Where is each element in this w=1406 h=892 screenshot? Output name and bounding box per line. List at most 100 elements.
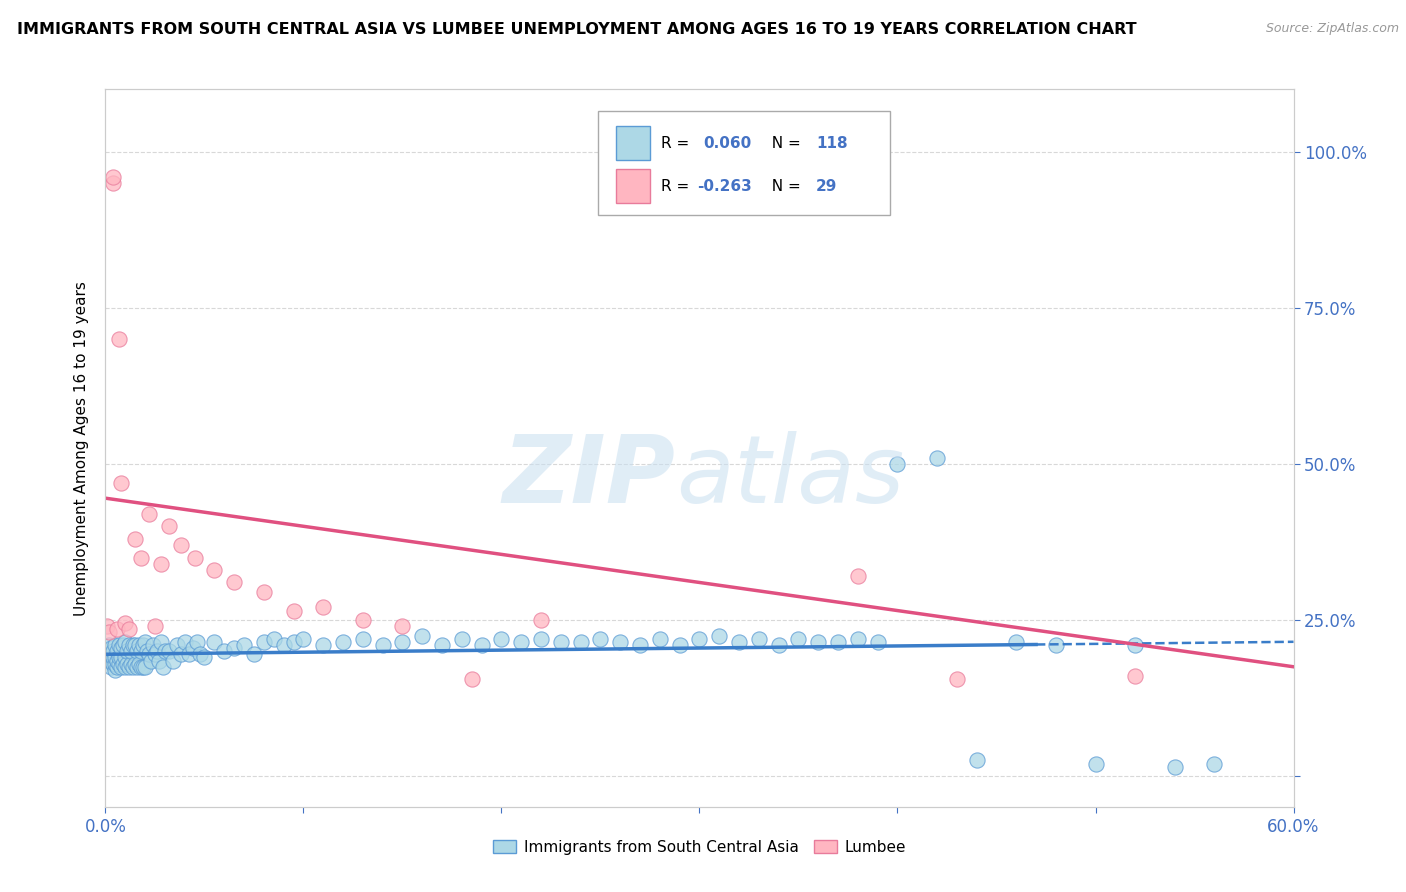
Point (391, 619, 413, 633)
Point (193, 650, 215, 665)
Point (846, 632, 869, 646)
Point (100, 660, 122, 674)
Point (1123, 669, 1146, 683)
Point (104, 650, 127, 665)
Point (273, 638, 295, 652)
Point (569, 635, 592, 649)
Point (352, 632, 374, 646)
Point (114, 635, 136, 649)
Point (138, 648, 160, 662)
Point (96, 644, 118, 658)
Point (118, 638, 141, 652)
Point (110, 640, 132, 655)
Point (224, 575, 246, 590)
Point (312, 600, 335, 615)
Point (748, 632, 770, 646)
Point (108, 650, 131, 665)
Point (1045, 638, 1067, 652)
Point (120, 657, 142, 671)
Point (100, 640, 122, 655)
Text: N =: N = (762, 136, 806, 151)
Text: R =: R = (661, 136, 695, 151)
Point (103, 650, 125, 665)
Point (181, 640, 204, 655)
Point (530, 632, 553, 646)
Point (253, 585, 276, 599)
Point (263, 632, 285, 646)
Point (129, 660, 152, 674)
Point (129, 550, 152, 565)
Point (461, 673, 484, 687)
Point (430, 638, 453, 652)
Point (177, 648, 200, 662)
Point (471, 638, 494, 652)
Point (1084, 756, 1107, 771)
Point (530, 613, 553, 627)
Point (103, 657, 125, 671)
Point (108, 332, 131, 346)
Point (148, 653, 170, 667)
Point (162, 653, 184, 667)
Point (866, 635, 889, 649)
Point (589, 632, 612, 646)
Point (139, 653, 162, 667)
Point (391, 635, 413, 649)
Point (787, 632, 810, 646)
Bar (616, 169, 650, 203)
Point (214, 644, 236, 658)
Point (491, 632, 513, 646)
Point (100, 648, 122, 662)
Point (149, 557, 172, 571)
Point (96, 619, 118, 633)
Point (173, 635, 195, 649)
Point (202, 563, 225, 577)
Point (105, 653, 128, 667)
Text: 118: 118 (815, 136, 848, 151)
Point (510, 635, 533, 649)
Point (243, 648, 266, 662)
Point (114, 660, 136, 674)
Point (143, 648, 166, 662)
Point (105, 623, 128, 637)
Point (96, 650, 118, 665)
Point (157, 519, 180, 533)
Point (122, 638, 145, 652)
Bar (616, 126, 650, 161)
Point (98, 653, 121, 667)
Point (728, 635, 751, 649)
Point (186, 635, 208, 649)
Text: 29: 29 (815, 178, 838, 194)
Point (609, 635, 631, 649)
Text: N =: N = (762, 178, 806, 194)
Point (122, 660, 145, 674)
Point (134, 660, 156, 674)
Text: 0.060: 0.060 (703, 136, 751, 151)
Point (283, 635, 305, 649)
Point (371, 638, 394, 652)
Point (104, 638, 127, 652)
Point (352, 613, 374, 627)
Point (124, 638, 146, 652)
Point (134, 635, 156, 649)
Point (166, 638, 188, 652)
Point (104, 657, 127, 671)
Point (170, 648, 193, 662)
Point (768, 638, 790, 652)
Point (149, 635, 172, 649)
Point (98, 638, 121, 652)
Point (105, 660, 128, 674)
Point (110, 650, 132, 665)
Point (312, 638, 335, 652)
Point (827, 635, 849, 649)
Point (127, 644, 149, 658)
Point (886, 457, 908, 471)
Point (136, 644, 159, 658)
Point (170, 538, 193, 552)
Point (846, 569, 869, 583)
Point (807, 635, 830, 649)
Point (1164, 760, 1187, 774)
Text: Source: ZipAtlas.com: Source: ZipAtlas.com (1265, 22, 1399, 36)
Point (190, 648, 212, 662)
Point (132, 638, 155, 652)
Point (709, 628, 731, 642)
